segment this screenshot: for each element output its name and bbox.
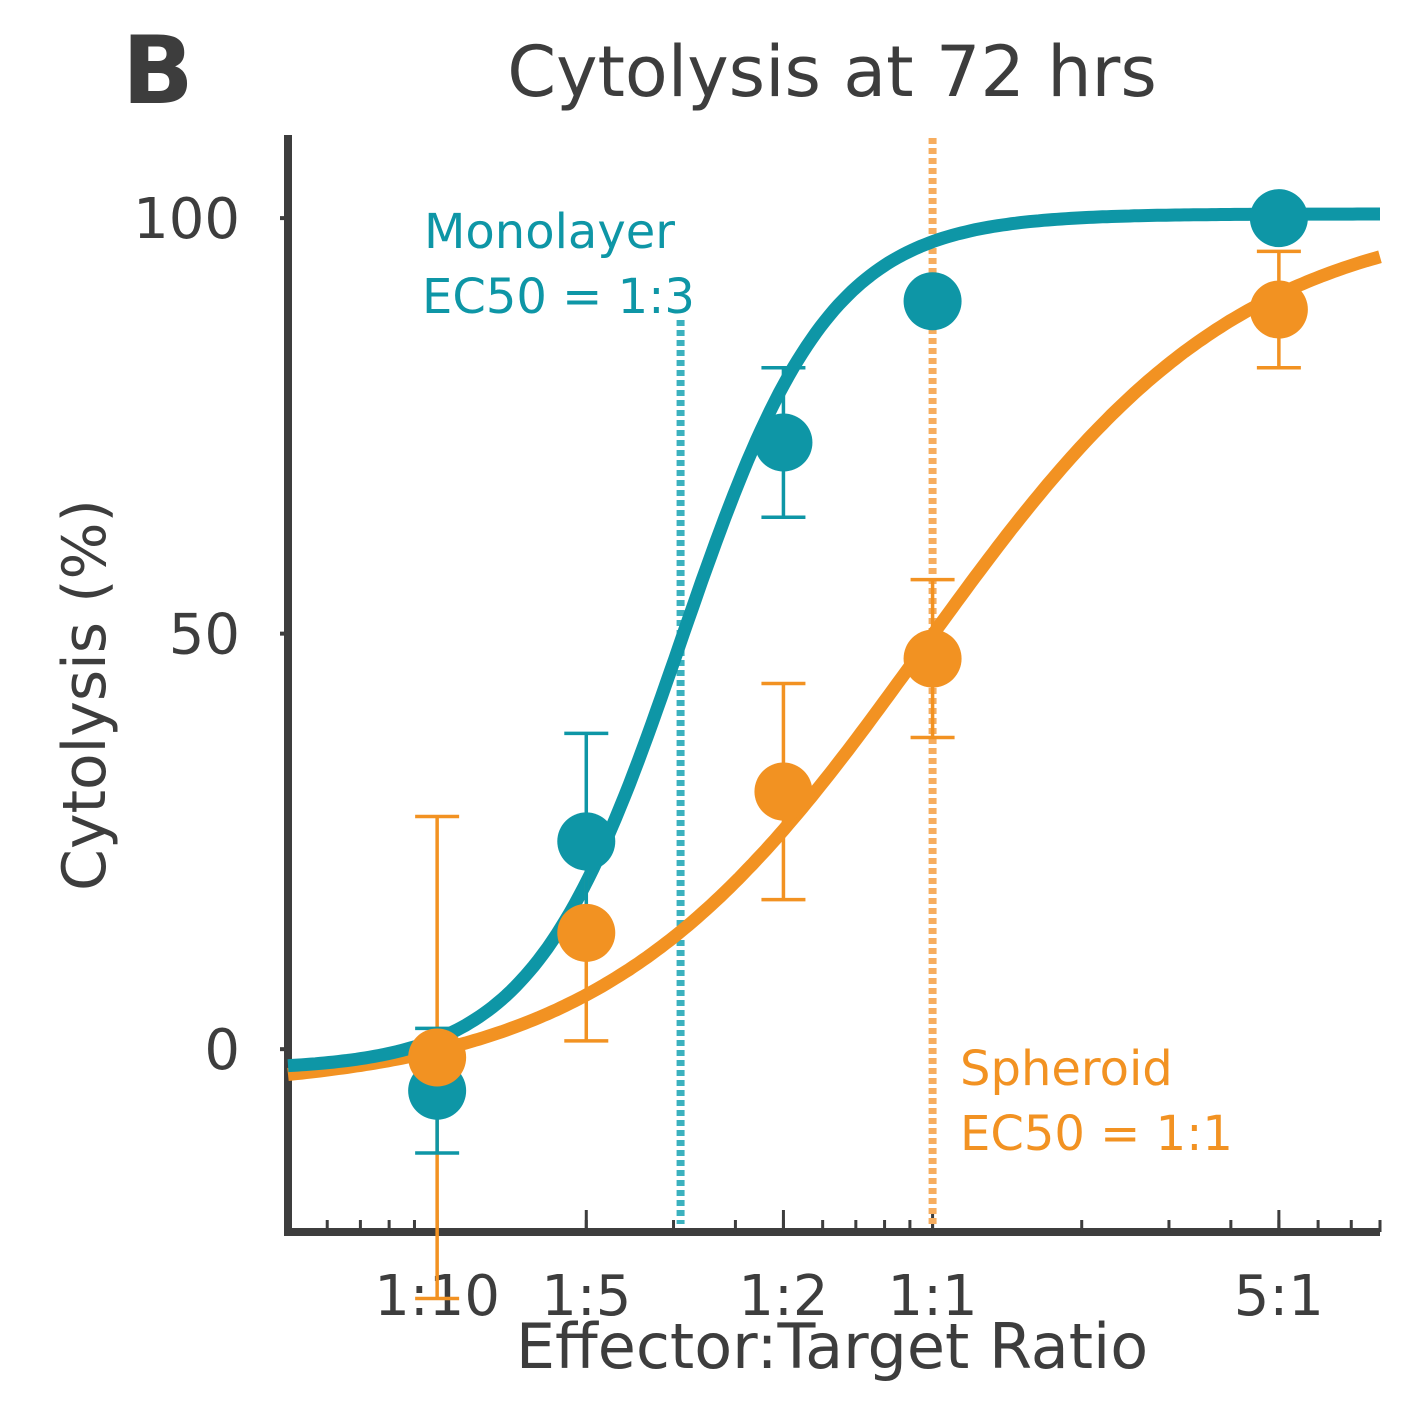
data-point-spheroid [754,762,813,821]
chart-title: Cytolysis at 72 hrs [507,31,1157,113]
monolayer-label: Monolayer [424,204,675,260]
x-tick-label: 1:2 [738,1264,828,1329]
x-tick-label: 1:5 [541,1264,631,1329]
data-point-spheroid [557,903,616,962]
data-point-monolayer [557,812,616,871]
fit-curve-spheroid [287,250,1382,1081]
x-axis-label: Effector:Target Ratio [516,1310,1148,1383]
panel-label: B [122,17,194,126]
x-tick-label: 1:1 [888,1264,978,1329]
y-tick-label: 100 [133,187,240,252]
monolayer-ec50-label: EC50 = 1:3 [422,269,695,325]
y-tick-label: 0 [204,1018,240,1083]
data-point-monolayer [903,272,962,331]
data-point-monolayer [1249,189,1308,248]
y-axis-label: Cytolysis (%) [50,499,120,891]
fit-curve-monolayer [287,207,1380,1073]
data-point-spheroid [903,629,962,688]
y-tick-label: 50 [169,603,240,668]
x-tick-label: 5:1 [1234,1264,1324,1329]
data-point-spheroid [1249,280,1308,339]
spheroid-ec50-label: EC50 = 1:1 [960,1106,1233,1162]
data-point-spheroid [408,1028,467,1087]
spheroid-label: Spheroid [960,1041,1173,1097]
data-point-monolayer [754,413,813,472]
